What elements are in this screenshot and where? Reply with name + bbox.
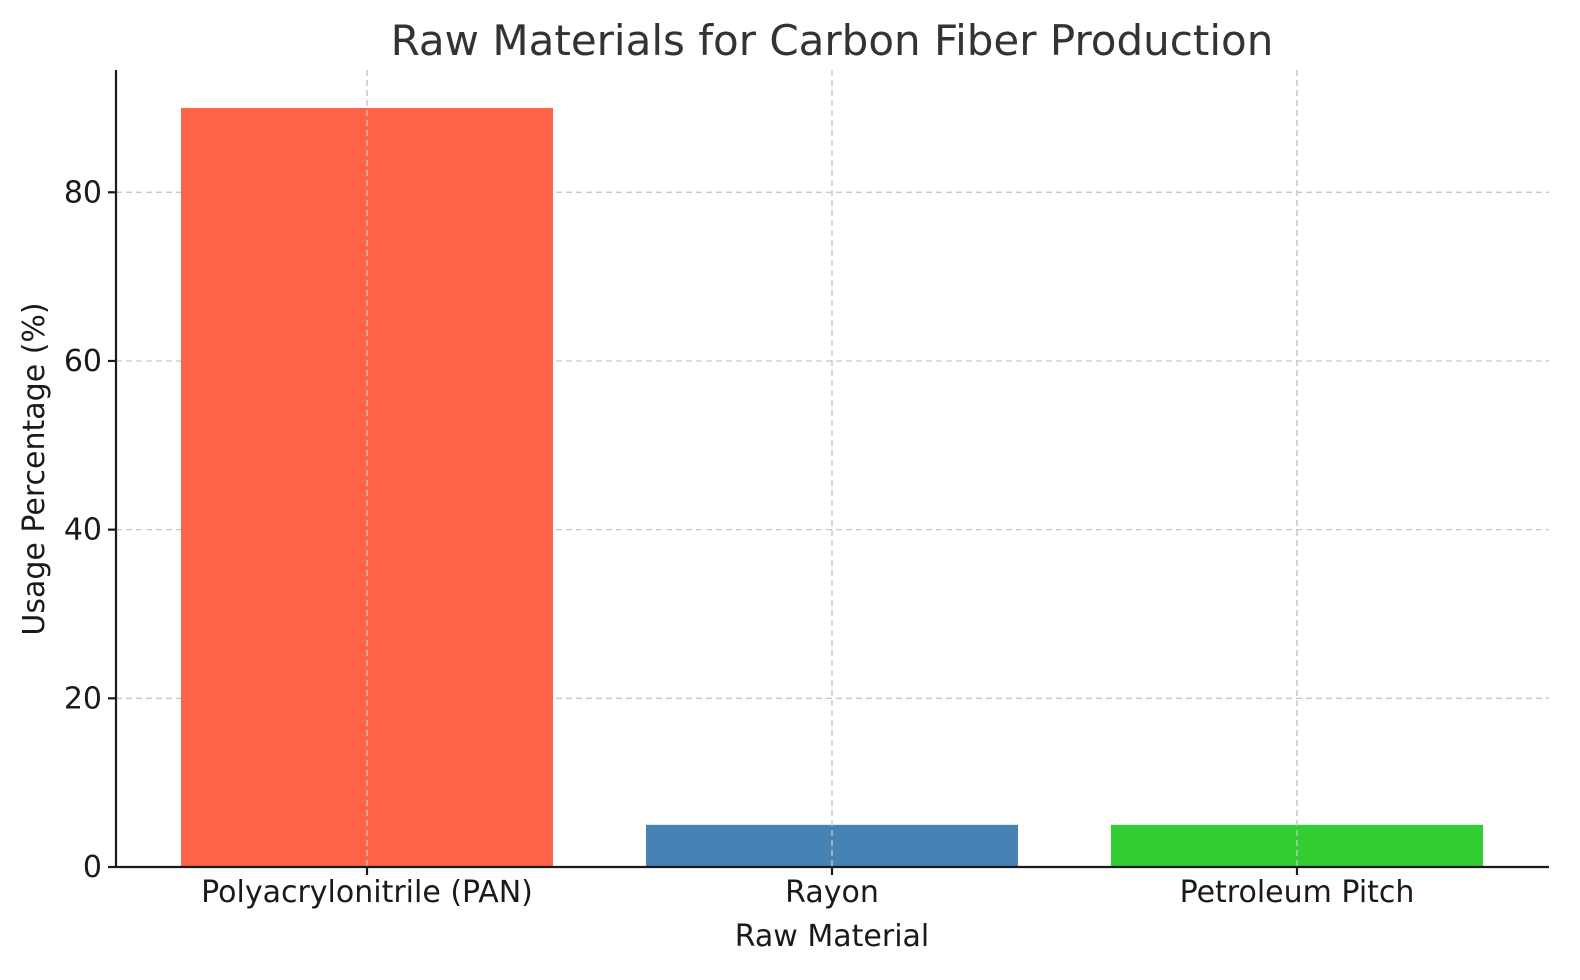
ticks: 0 20 40 60 80 Polyacrylonitrile (PAN) Rayon Pet…: [64, 175, 1415, 910]
y-tick-label-80: 80: [64, 175, 102, 210]
x-axis-label: Raw Material: [735, 919, 930, 954]
y-tick-label-60: 60: [64, 344, 102, 379]
x-tick-label-1: Rayon: [785, 875, 879, 910]
x-tick-label-0: Polyacrylonitrile (PAN): [201, 875, 533, 910]
y-tick-label-20: 20: [64, 681, 102, 716]
y-axis-label: Usage Percentage (%): [17, 302, 52, 635]
chart-title: Raw Materials for Carbon Fiber Productio…: [391, 16, 1274, 65]
x-tick-label-2: Petroleum Pitch: [1180, 875, 1415, 910]
y-tick-label-40: 40: [64, 513, 102, 548]
bars: [181, 70, 1483, 867]
y-tick-label-0: 0: [83, 850, 102, 885]
